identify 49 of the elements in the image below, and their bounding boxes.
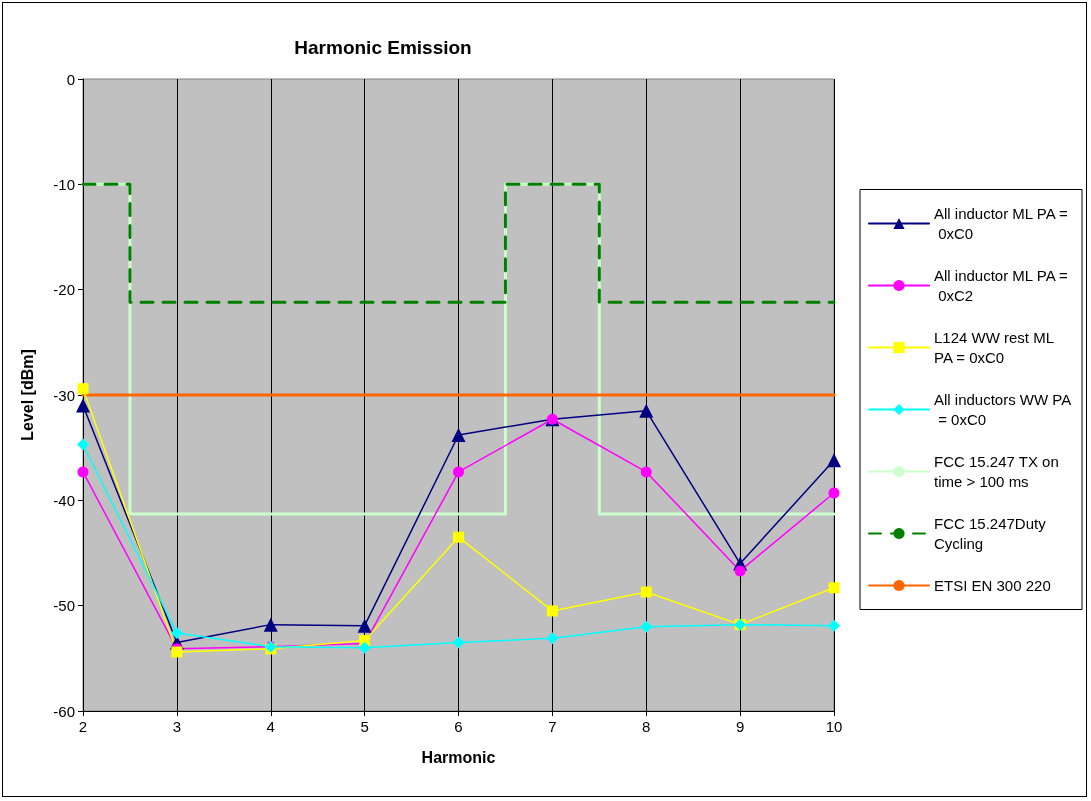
- y-tick-label: 0: [66, 70, 75, 88]
- x-tick-label: 10: [825, 718, 843, 735]
- y-tick-label: -10: [53, 175, 75, 193]
- point: [77, 466, 89, 478]
- point: [734, 565, 746, 577]
- y-tick-label: -50: [53, 597, 75, 615]
- y-axis-title: Level [dBm]: [18, 349, 36, 441]
- point: [170, 627, 183, 640]
- point: [827, 453, 841, 468]
- point: [546, 605, 558, 617]
- legend-label: All inductors WW PA = 0xC0: [934, 391, 1072, 428]
- point: [828, 619, 840, 632]
- legend-label: FCC 15.247Duty Cycling: [934, 515, 1050, 552]
- point: [452, 636, 465, 649]
- x-tick-label: 2: [78, 718, 88, 735]
- legend-label: L124 WW rest ML PA = 0xC0: [934, 329, 1058, 366]
- point: [263, 617, 278, 632]
- point: [451, 428, 466, 443]
- point: [358, 641, 371, 654]
- y-tick-label: -40: [53, 491, 75, 509]
- y-tick-label: -60: [53, 702, 75, 720]
- point: [640, 586, 652, 598]
- legend-label: All inductor ML PA = 0xC2: [934, 267, 1069, 304]
- x-axis-title: Harmonic: [421, 748, 496, 766]
- chart-title: Harmonic Emission: [294, 37, 472, 58]
- legend-label: ETSI EN 300 220: [934, 577, 1051, 594]
- point: [640, 620, 653, 633]
- point: [77, 383, 89, 395]
- point: [640, 466, 652, 478]
- y-tick-label: -20: [53, 281, 75, 299]
- point: [453, 466, 464, 478]
- point: [639, 403, 654, 418]
- x-tick-label: 6: [454, 718, 463, 735]
- point: [828, 487, 840, 499]
- x-tick-label: 9: [735, 718, 745, 735]
- point: [546, 632, 559, 645]
- x-tick-label: 5: [360, 718, 369, 735]
- x-tick-label: 7: [548, 718, 557, 735]
- point: [357, 618, 372, 633]
- point: [828, 582, 840, 594]
- point: [76, 398, 90, 413]
- point: [453, 531, 464, 543]
- x-tick-label: 8: [642, 718, 651, 735]
- legend-label: FCC 15.247 TX on time > 100 ms: [934, 453, 1063, 490]
- point: [77, 438, 89, 451]
- x-tick-label: 3: [172, 718, 182, 735]
- legend-label: All inductor ML PA = 0xC0: [934, 205, 1069, 242]
- y-tick-label: -30: [53, 386, 75, 404]
- x-tick-label: 4: [266, 718, 275, 735]
